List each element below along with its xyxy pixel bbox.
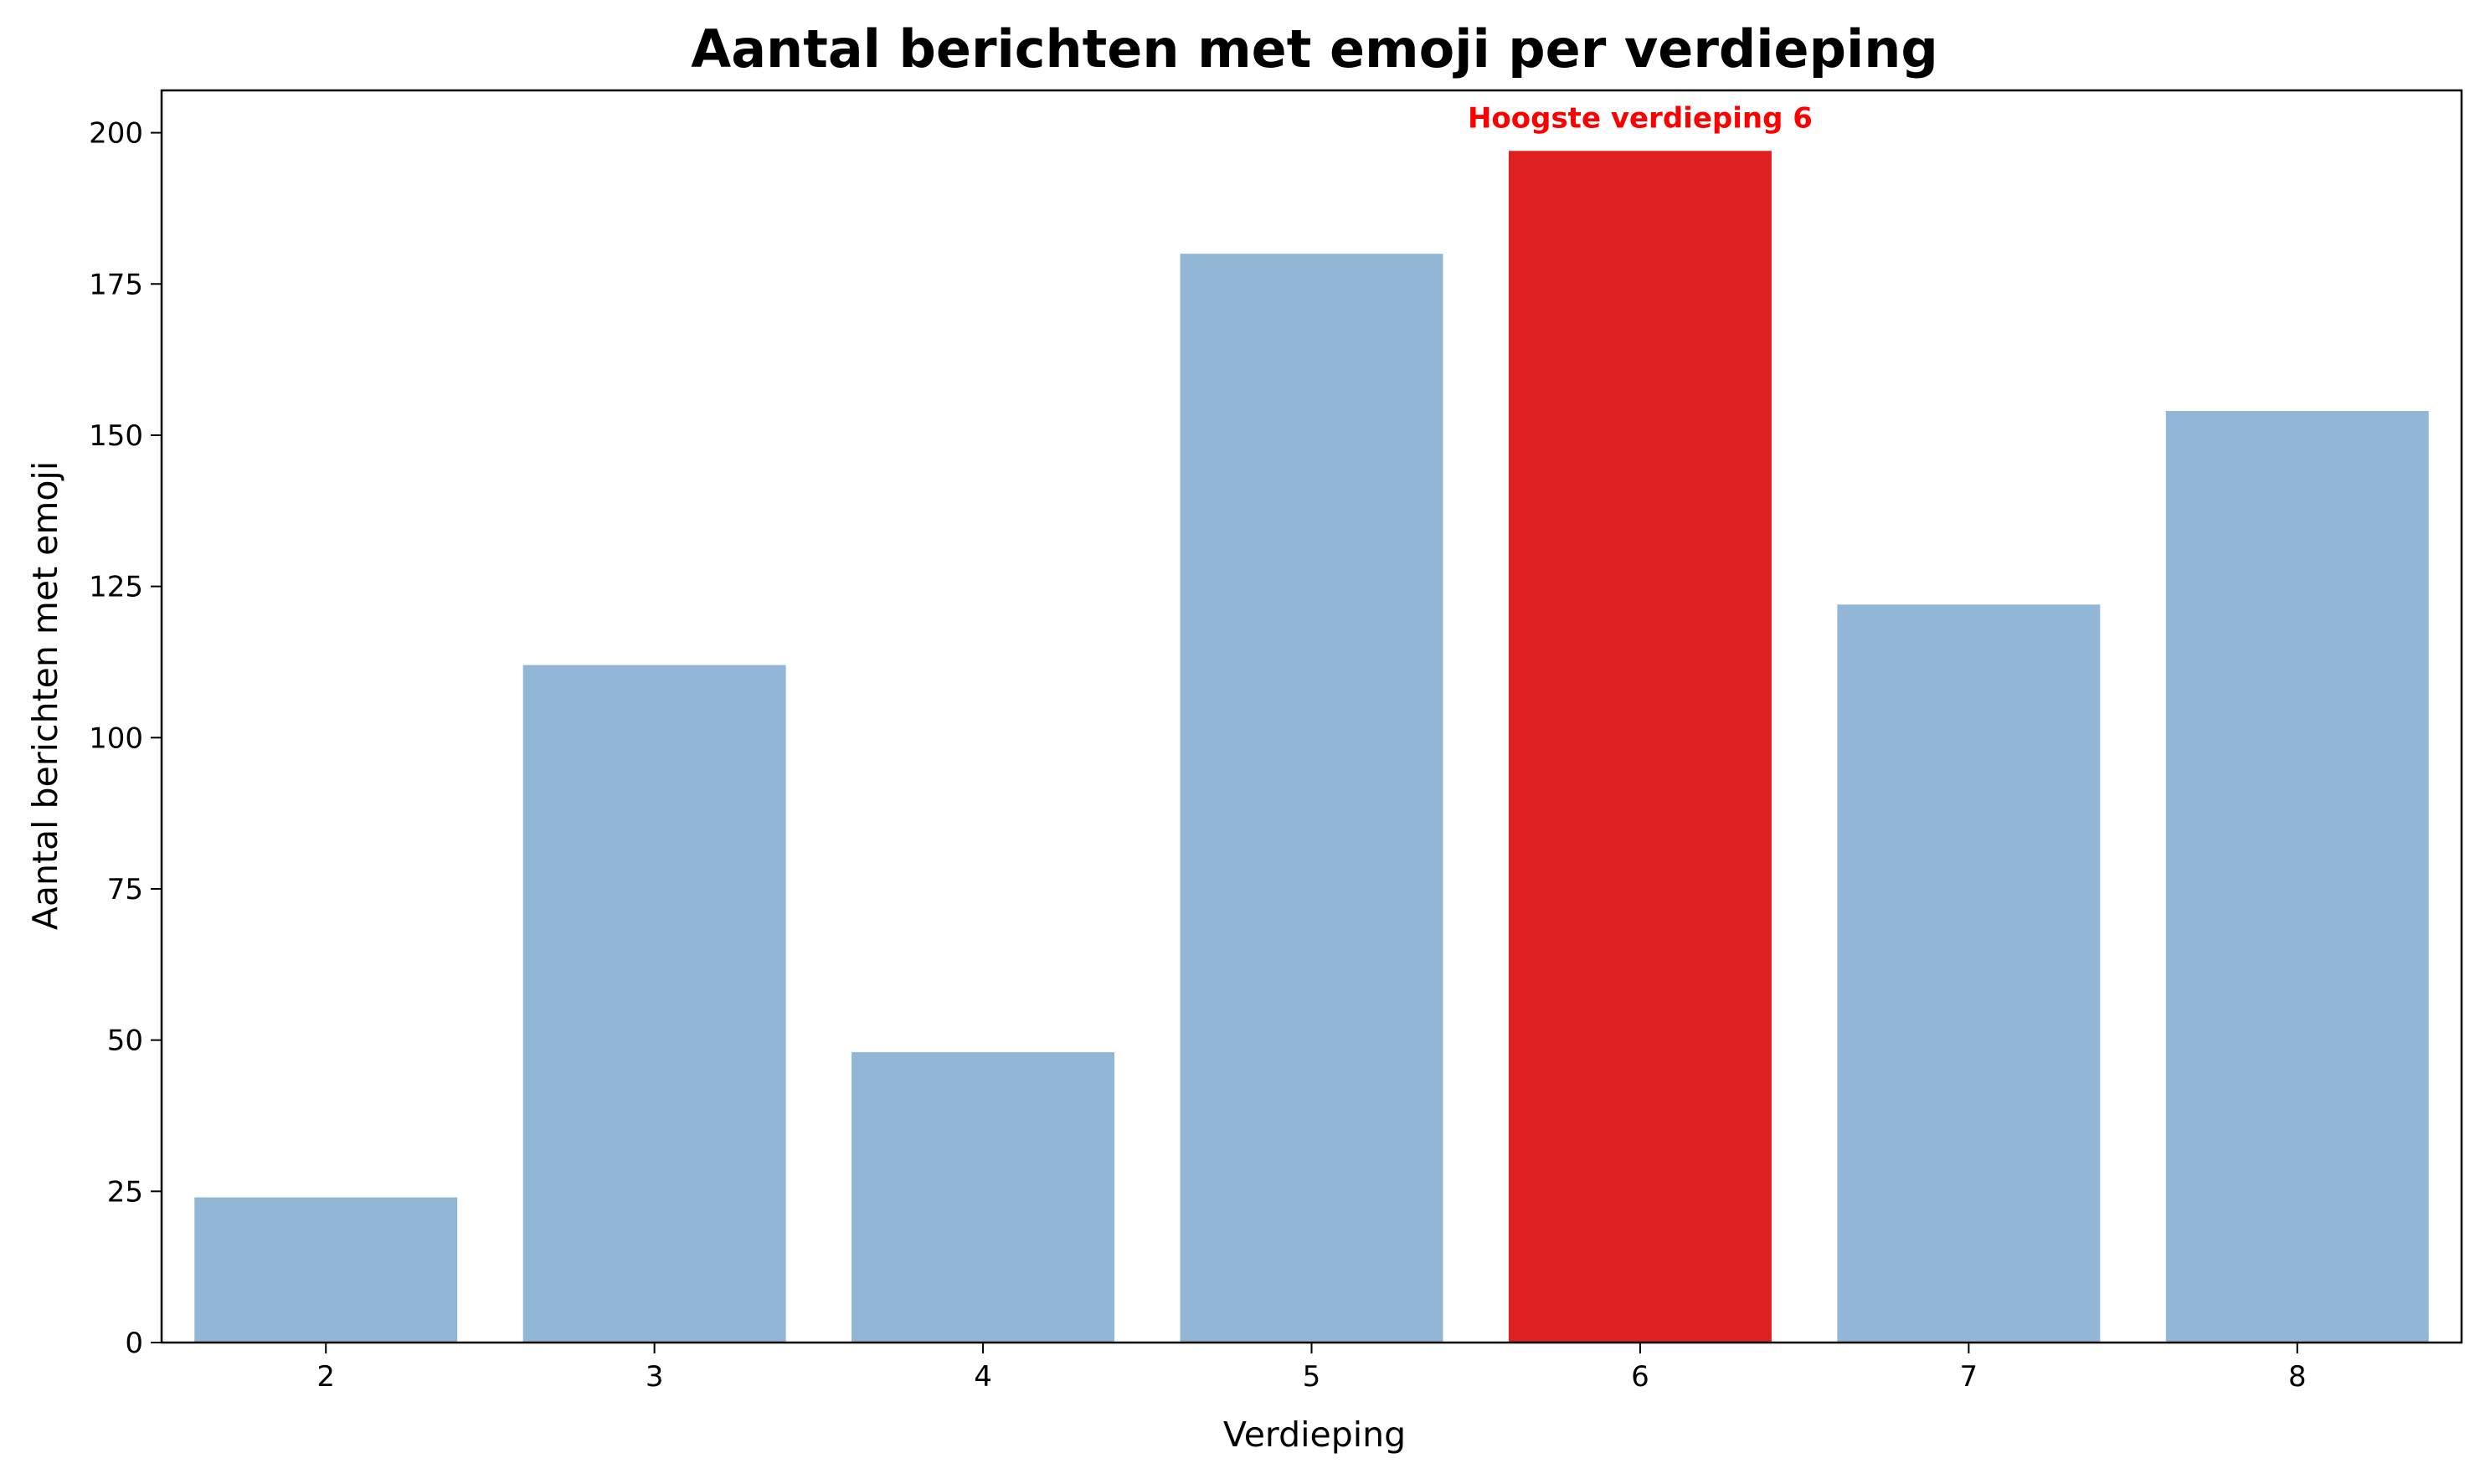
x-tick-label-7: 7 <box>1960 1360 1978 1394</box>
y-tick-label-200: 200 <box>89 117 143 151</box>
bar-6 <box>1508 151 1772 1343</box>
y-tick-label-150: 150 <box>89 419 143 453</box>
y-tick-label-175: 175 <box>89 268 143 301</box>
y-tick-label-50: 50 <box>107 1024 143 1058</box>
x-tick-label-2: 2 <box>316 1360 335 1394</box>
x-tick-label-5: 5 <box>1303 1360 1321 1394</box>
x-axis-title: Verdieping <box>1223 1415 1406 1455</box>
highlight-annotation: Hoogste verdieping 6 <box>1468 101 1813 135</box>
y-tick-label-100: 100 <box>89 721 143 755</box>
x-tick-label-3: 3 <box>646 1360 664 1394</box>
y-tick-label-75: 75 <box>107 873 143 906</box>
y-tick-label-0: 0 <box>125 1327 143 1360</box>
bar-3 <box>522 665 786 1343</box>
bar-4 <box>851 1052 1115 1343</box>
plot-frame <box>160 89 2463 1344</box>
y-axis-title: Aantal berichten met emoji <box>25 461 65 930</box>
y-tick-label-125: 125 <box>89 571 143 604</box>
bar-5 <box>1180 254 1443 1343</box>
x-tick-label-4: 4 <box>974 1360 992 1394</box>
x-tick-label-6: 6 <box>1631 1360 1649 1394</box>
plot-area: 2 3 4 5 6 Hoogste verdieping 6 7 8 0 25 50 75 100 125… <box>89 89 2463 1394</box>
y-tick-label-25: 25 <box>107 1175 143 1209</box>
bar-8 <box>2165 411 2429 1343</box>
x-tick-label-8: 8 <box>2288 1360 2307 1394</box>
chart-title: Aantal berichten met emoji per verdiepin… <box>691 18 1938 80</box>
bar-7 <box>1837 604 2101 1343</box>
bar-2 <box>194 1197 458 1343</box>
